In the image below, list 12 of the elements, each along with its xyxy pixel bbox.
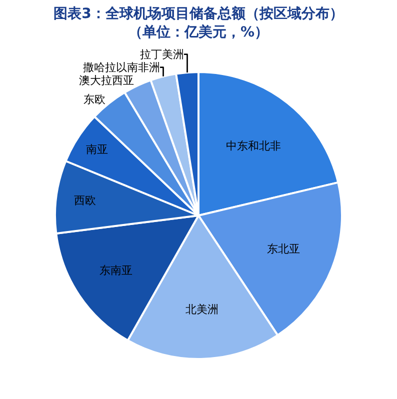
chart-subtitle: （单位：亿美元，%） xyxy=(128,23,269,40)
slice-label: 拉丁美洲 xyxy=(140,48,184,61)
slice-label: 东欧 xyxy=(84,93,106,106)
slice-label: 中东和北非 xyxy=(226,140,281,153)
slice-label: 南亚 xyxy=(86,143,108,156)
chart-title: 图表3：全球机场项目储备总额（按区域分布） xyxy=(54,5,344,22)
slice-label: 撒哈拉以南非洲 xyxy=(83,60,160,74)
slice-label: 东北亚 xyxy=(266,242,300,256)
slice-label: 西欧 xyxy=(74,194,96,207)
slice-label: 澳大拉西亚 xyxy=(79,74,134,87)
slice-label: 东南亚 xyxy=(100,264,133,278)
slice-label: 北美洲 xyxy=(185,303,218,316)
